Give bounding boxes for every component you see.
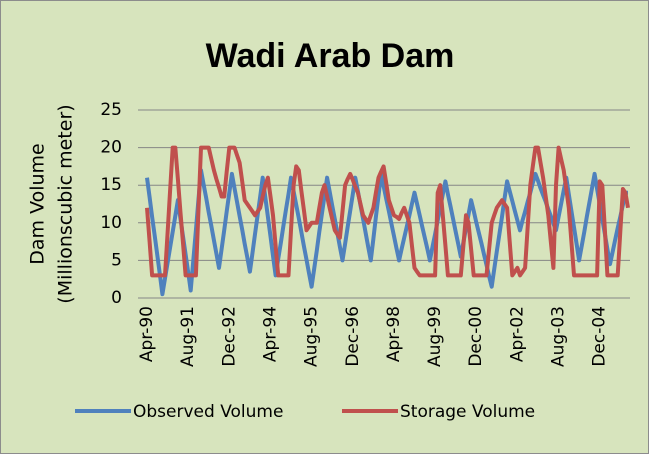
y-tick-label: 15 xyxy=(100,175,122,195)
x-tick-label: Aug-95 xyxy=(302,306,322,367)
y-tick-label: 5 xyxy=(111,250,122,270)
x-tick-label: Apr-90 xyxy=(137,306,157,362)
x-tick-label: Apr-94 xyxy=(260,306,280,362)
y-tick-label: 0 xyxy=(111,288,122,308)
y-tick-label: 25 xyxy=(100,100,122,120)
x-tick-label: Dec-96 xyxy=(343,306,363,367)
x-tick-label: Dec-04 xyxy=(590,306,610,367)
legend-label: Observed Volume xyxy=(133,402,283,422)
y-axis-label: (Millionscubic meter) xyxy=(55,104,77,303)
x-tick-label: Aug-91 xyxy=(178,306,198,367)
y-tick-label: 20 xyxy=(100,138,122,158)
x-tick-label: Aug-99 xyxy=(425,306,445,367)
x-tick-label: Apr-02 xyxy=(507,306,527,362)
y-tick-label: 10 xyxy=(100,213,122,233)
y-axis-label: Dam Volume xyxy=(27,143,49,265)
x-tick-label: Apr-98 xyxy=(384,306,404,362)
series-line xyxy=(145,145,630,278)
x-tick-label: Dec-00 xyxy=(466,306,486,367)
x-tick-label: Aug-03 xyxy=(549,306,569,367)
chart-title: Wadi Arab Dam xyxy=(206,37,455,75)
x-tick-label: Dec-92 xyxy=(219,306,239,367)
legend-label: Storage Volume xyxy=(400,402,535,422)
